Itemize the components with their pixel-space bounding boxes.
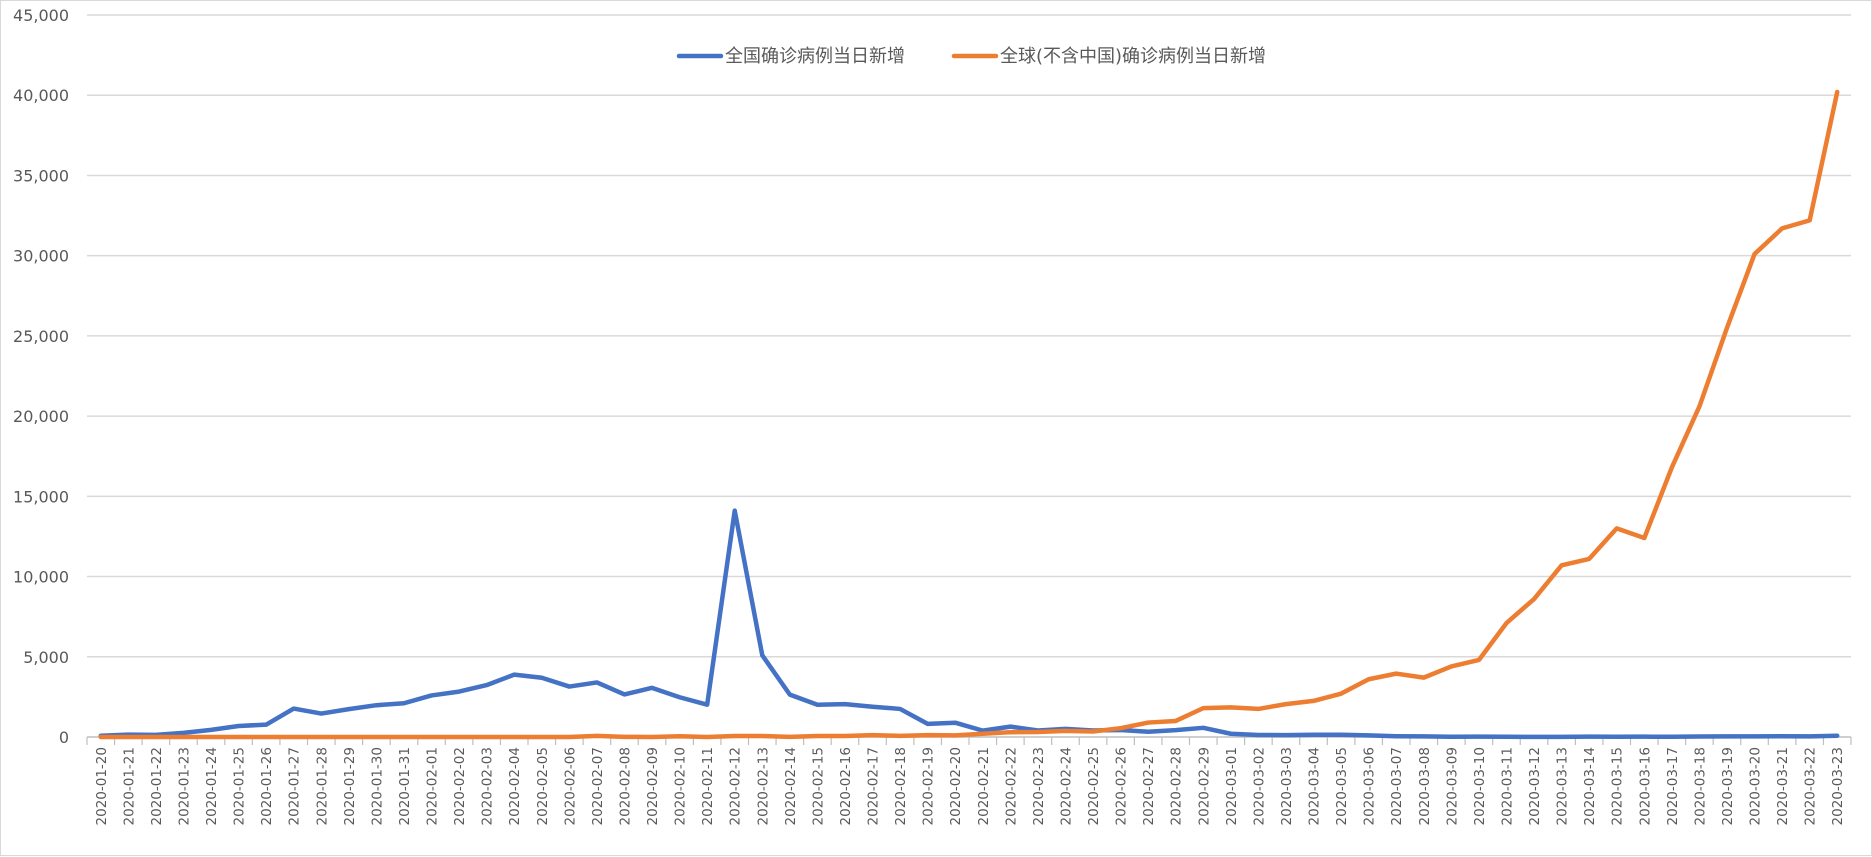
x-tick-label: 2020-02-21 [976, 747, 992, 825]
x-tick-label: 2020-01-30 [369, 747, 385, 825]
x-tick-label: 2020-02-28 [1169, 747, 1185, 825]
x-tick-label: 2020-02-15 [810, 747, 826, 825]
x-tick-label: 2020-03-20 [1748, 747, 1764, 825]
x-tick-label: 2020-01-20 [94, 747, 110, 825]
x-tick-label: 2020-01-21 [121, 747, 137, 825]
x-tick-label: 2020-02-13 [755, 747, 771, 825]
x-tick-label: 2020-02-07 [590, 747, 606, 825]
x-tick-label: 2020-03-18 [1692, 747, 1708, 825]
x-tick-label: 2020-03-06 [1362, 747, 1378, 825]
x-tick-label: 2020-02-27 [1141, 747, 1157, 825]
x-tick-label: 2020-02-24 [1058, 747, 1074, 825]
x-tick-label: 2020-02-06 [562, 747, 578, 825]
x-tick-label: 2020-02-05 [535, 747, 551, 825]
x-tick-label: 2020-03-03 [1279, 747, 1295, 825]
legend-label-1: 全国确诊病例当日新增 [725, 46, 905, 67]
y-axis-tick-labels: 0 5,000 10,000 15,000 20,000 25,000 30,000 35,0… [13, 6, 69, 747]
series-line-2 [98, 89, 1840, 740]
y-tick-label: 25,000 [13, 327, 69, 346]
x-tick-label: 2020-03-07 [1389, 747, 1405, 825]
x-tick-label: 2020-03-10 [1472, 747, 1488, 825]
x-tick-label: 2020-01-26 [259, 747, 275, 825]
x-tick-label: 2020-03-08 [1417, 747, 1433, 825]
x-tick-label: 2020-03-05 [1334, 747, 1350, 825]
y-tick-label: 10,000 [13, 568, 69, 587]
x-axis: 2020-01-20 2020-01-21 2020-01-22 2020-01-23… [86, 736, 1852, 825]
y-tick-label: 45,000 [13, 6, 69, 25]
legend: 全国确诊病例当日新增 全球(不含中国)确诊病例当日新增 [676, 46, 1266, 67]
x-tick-label: 2020-02-14 [783, 747, 799, 825]
series-lines [98, 89, 1840, 740]
x-tick-label: 2020-03-16 [1637, 747, 1653, 825]
x-tick-label: 2020-02-03 [480, 747, 496, 825]
x-tick-label: 2020-02-10 [673, 747, 689, 825]
x-tick-label: 2020-03-14 [1582, 747, 1598, 825]
x-tick-label: 2020-03-19 [1720, 747, 1736, 825]
x-tick-label: 2020-02-02 [452, 747, 468, 825]
x-tick-label: 2020-01-29 [342, 747, 358, 825]
x-tick-label: 2020-01-24 [204, 747, 220, 825]
x-tick-label: 2020-02-12 [728, 747, 744, 825]
x-tick-label: 2020-02-11 [700, 747, 716, 825]
x-tick-label: 2020-02-09 [645, 747, 661, 825]
gridlines [87, 14, 1851, 658]
x-tick-label: 2020-02-04 [507, 747, 523, 825]
x-tick-label: 2020-02-29 [1196, 747, 1212, 825]
x-tick-label: 2020-03-01 [1224, 747, 1240, 825]
y-tick-label: 40,000 [13, 86, 69, 105]
x-tick-label: 2020-03-11 [1499, 747, 1515, 825]
series-line-1 [98, 508, 1840, 740]
x-tick-label: 2020-01-22 [149, 747, 165, 825]
y-tick-label: 30,000 [13, 247, 69, 266]
x-tick-label: 2020-02-18 [893, 747, 909, 825]
x-tick-label: 2020-01-23 [176, 747, 192, 825]
x-tick-label: 2020-01-27 [287, 747, 303, 825]
x-tick-label: 2020-03-21 [1775, 747, 1791, 825]
x-tick-label: 2020-02-17 [866, 747, 882, 825]
x-tick-label: 2020-01-28 [314, 747, 330, 825]
x-tick-label: 2020-03-04 [1307, 747, 1323, 825]
x-tick-label: 2020-02-23 [1031, 747, 1047, 825]
y-tick-label: 20,000 [13, 407, 69, 426]
x-tick-label: 2020-03-22 [1803, 747, 1819, 825]
x-tick-label: 2020-03-13 [1555, 747, 1571, 825]
x-tick-label: 2020-03-23 [1830, 747, 1846, 825]
x-tick-label: 2020-02-16 [838, 747, 854, 825]
x-tick-label: 2020-03-02 [1251, 747, 1267, 825]
x-tick-label: 2020-02-01 [425, 747, 441, 825]
x-tick-label: 2020-02-25 [1086, 747, 1102, 825]
x-tick-label: 2020-03-17 [1665, 747, 1681, 825]
y-tick-label: 0 [59, 728, 69, 747]
x-tick-label: 2020-02-19 [921, 747, 937, 825]
x-tick-label: 2020-02-22 [1003, 747, 1019, 825]
x-tick-label: 2020-02-20 [948, 747, 964, 825]
x-tick-label: 2020-03-09 [1444, 747, 1460, 825]
y-tick-label: 35,000 [13, 166, 69, 185]
y-tick-label: 5,000 [23, 648, 69, 667]
legend-label-2: 全球(不含中国)确诊病例当日新增 [1000, 46, 1266, 67]
x-tick-label: 2020-02-26 [1114, 747, 1130, 825]
y-tick-label: 15,000 [13, 487, 69, 506]
x-tick-label: 2020-03-15 [1610, 747, 1626, 825]
x-tick-label: 2020-01-31 [397, 747, 413, 825]
x-tick-label: 2020-01-25 [232, 747, 248, 825]
x-tick-label: 2020-03-12 [1527, 747, 1543, 825]
x-tick-label: 2020-02-08 [617, 747, 633, 825]
